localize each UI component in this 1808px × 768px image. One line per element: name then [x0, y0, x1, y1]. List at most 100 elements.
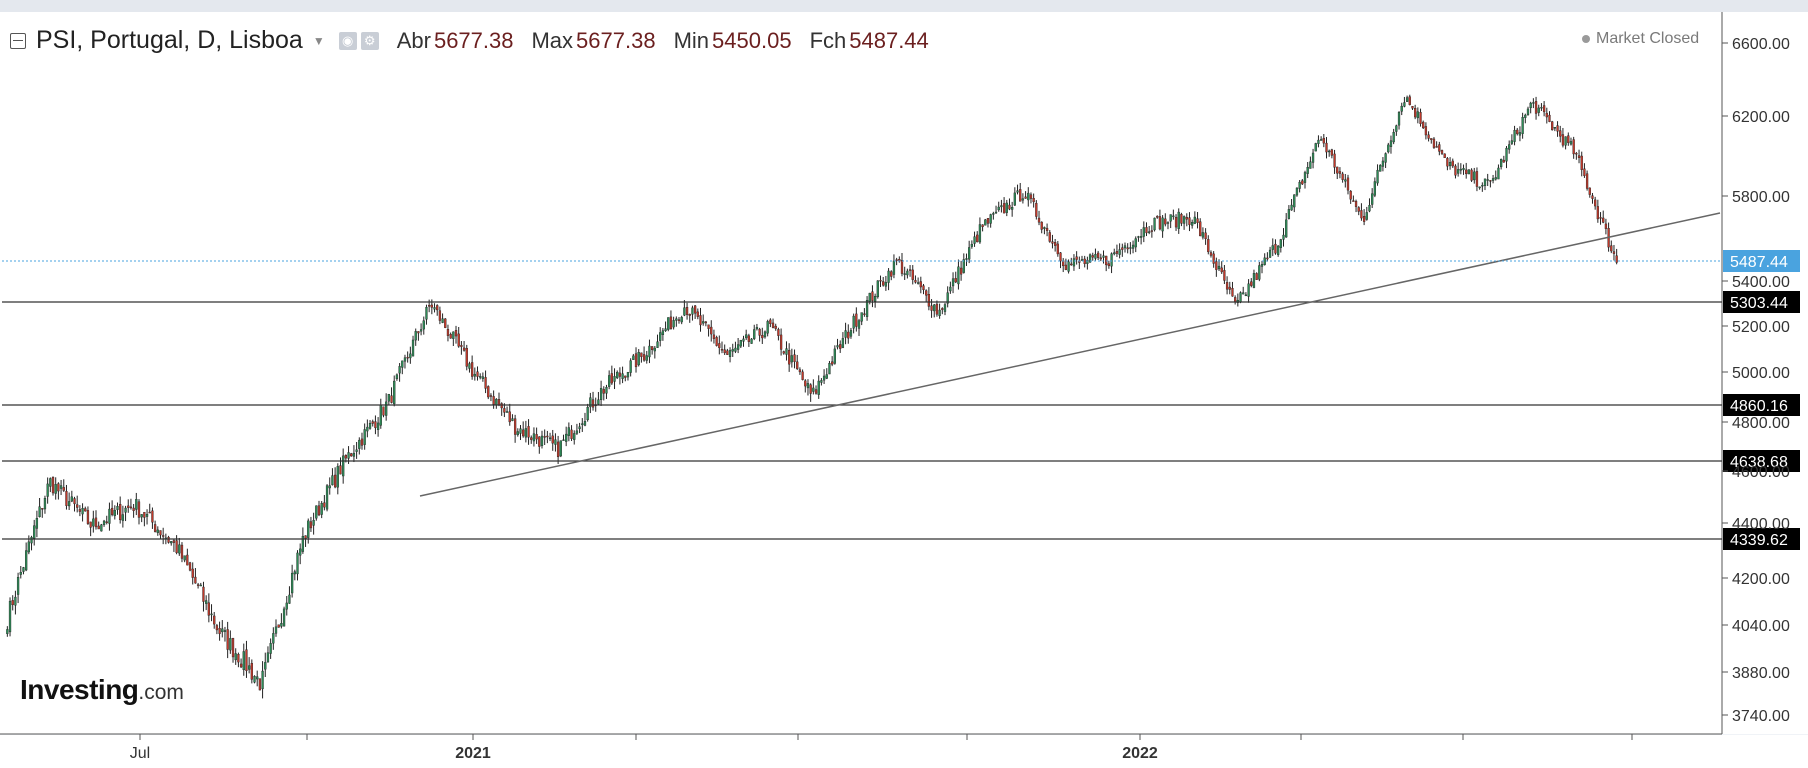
- candle-down: [1048, 232, 1051, 242]
- candle-down: [777, 329, 780, 336]
- candle-down: [1032, 198, 1035, 203]
- candle-down: [1414, 107, 1417, 118]
- candle-up: [581, 423, 584, 425]
- candle-down: [153, 524, 157, 532]
- candle-up: [1392, 132, 1395, 143]
- candle-down: [1577, 155, 1581, 158]
- candle-up: [1177, 211, 1180, 229]
- candle-up: [616, 371, 619, 379]
- candle-up: [828, 363, 831, 375]
- candle-down: [747, 335, 751, 342]
- candle-up: [1481, 185, 1484, 187]
- candle-up: [293, 571, 296, 575]
- candle-down: [323, 502, 326, 508]
- candle-down: [1204, 232, 1207, 240]
- candle-down: [1360, 210, 1363, 219]
- candle-down: [551, 435, 554, 444]
- candle-up: [946, 292, 949, 304]
- candle-up: [1397, 111, 1401, 126]
- candle-down: [1612, 251, 1616, 254]
- candle-down: [779, 334, 783, 350]
- candle-up: [1497, 167, 1500, 180]
- candle-down: [73, 498, 76, 505]
- candle-up: [755, 327, 759, 330]
- candle-down: [446, 328, 450, 336]
- candle-down: [344, 455, 348, 459]
- trendline[interactable]: [419, 212, 1721, 497]
- collapse-icon[interactable]: [10, 32, 26, 49]
- candle-down: [914, 280, 917, 283]
- candle-down: [213, 615, 216, 625]
- candle-up: [1395, 125, 1398, 132]
- candle-down: [476, 371, 479, 377]
- x-tick-label: Jul: [130, 745, 150, 762]
- candle-up: [1553, 127, 1557, 129]
- candle-down: [1446, 158, 1449, 167]
- candle-up: [817, 380, 820, 395]
- candle-down: [782, 351, 785, 354]
- candle-down: [715, 337, 718, 346]
- status-dot-icon: [1582, 35, 1590, 43]
- candle-up: [366, 426, 369, 432]
- candle-up: [1242, 292, 1245, 295]
- candle-up: [629, 360, 632, 373]
- chevron-down-icon[interactable]: ▼: [312, 33, 325, 48]
- candle-up: [511, 418, 514, 421]
- candle-down: [1602, 217, 1605, 223]
- candle-up: [140, 514, 143, 518]
- candle-up: [312, 519, 315, 526]
- candle-down: [129, 506, 133, 509]
- symbol-title[interactable]: PSI, Portugal, D, Lisboa: [36, 26, 303, 54]
- candle-up: [301, 535, 305, 552]
- candle-up: [1505, 147, 1508, 162]
- eye-icon[interactable]: ◉: [338, 31, 357, 50]
- candle-up: [1328, 150, 1331, 153]
- candle-down: [1158, 216, 1162, 230]
- candle-up: [1448, 161, 1452, 167]
- candle-up: [8, 600, 12, 633]
- candle-down: [1542, 105, 1546, 113]
- candle-up: [387, 394, 390, 402]
- candle-down: [1352, 200, 1355, 202]
- candle-up: [54, 484, 57, 494]
- candle-up: [70, 496, 73, 502]
- candle-up: [1013, 192, 1016, 206]
- candle-up: [1467, 169, 1471, 175]
- candle-down: [1035, 203, 1038, 217]
- candle-up: [1285, 219, 1288, 238]
- candle-down: [1322, 137, 1325, 144]
- candle-up: [481, 376, 485, 379]
- candle-up: [425, 306, 428, 320]
- candle-down: [669, 316, 673, 330]
- candle-down: [132, 507, 135, 511]
- candle-up: [586, 407, 589, 421]
- candle-up: [736, 344, 740, 350]
- candle-down: [1196, 218, 1199, 223]
- candle-up: [1263, 257, 1266, 265]
- gear-icon[interactable]: ⚙: [360, 31, 379, 50]
- candle-down: [406, 356, 409, 359]
- candle-up: [30, 536, 33, 544]
- candle-down: [704, 321, 708, 324]
- candle-up: [261, 670, 264, 690]
- candle-up: [452, 331, 455, 339]
- candle-down: [1548, 114, 1551, 122]
- candle-down: [360, 438, 364, 446]
- y-tick-label: 5800.00: [1732, 189, 1790, 206]
- candle-up: [468, 363, 471, 369]
- candle-up: [223, 630, 227, 632]
- candle-down: [1156, 216, 1159, 218]
- candle-down: [1199, 221, 1202, 237]
- candle-down: [801, 371, 804, 380]
- candle-down: [863, 313, 866, 315]
- candle-down: [513, 418, 517, 435]
- candle-up: [67, 501, 71, 507]
- candle-down: [508, 411, 511, 423]
- y-tick-label: 5000.00: [1732, 365, 1790, 382]
- candle-up: [1239, 292, 1242, 303]
- candle-up: [613, 376, 616, 382]
- candle-down: [237, 653, 240, 663]
- candle-down: [1333, 153, 1336, 168]
